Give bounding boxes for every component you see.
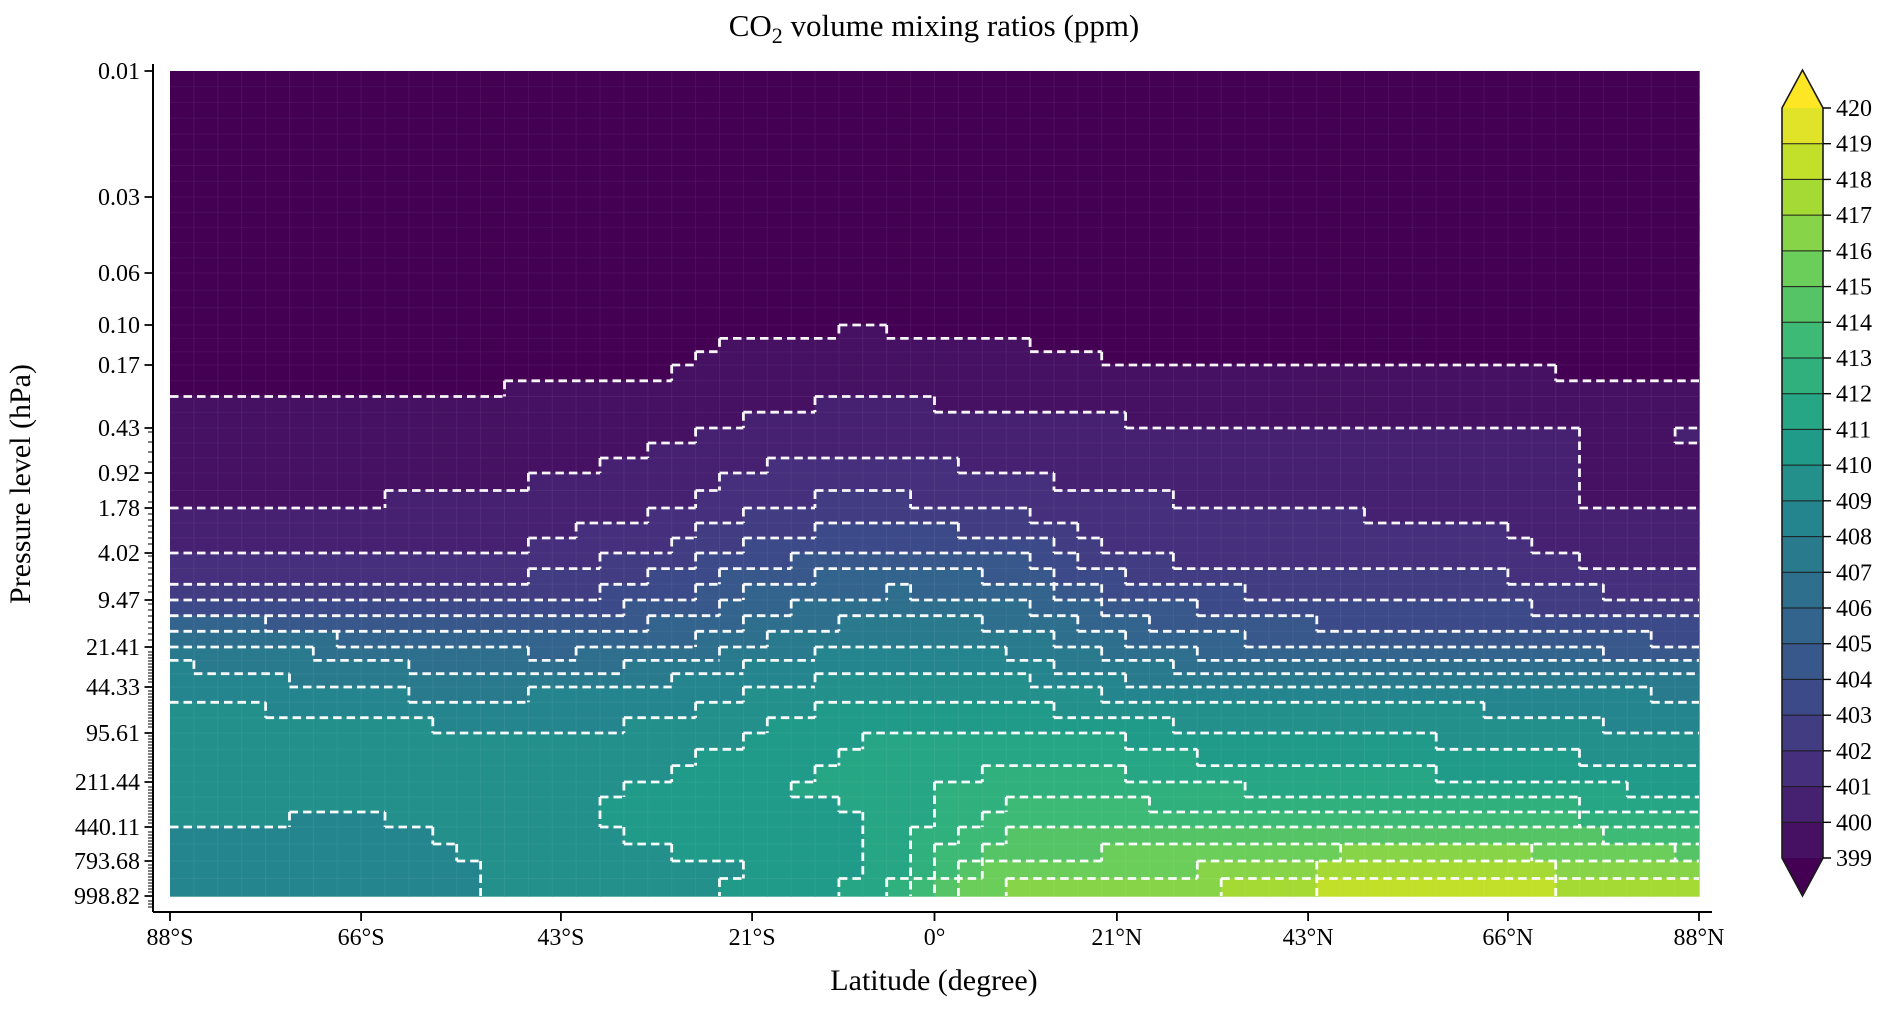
- colorbar-tick-label: 420: [1836, 96, 1872, 122]
- axis-spines: [152, 64, 1712, 913]
- colorbar-tick-label: 406: [1836, 596, 1872, 622]
- y-tick-label: 1.78: [98, 496, 140, 522]
- y-tick-label: 211.44: [75, 770, 140, 796]
- y-tick-label: 0.01: [98, 59, 140, 85]
- y-tick-label: 0.10: [98, 313, 140, 339]
- colorbar-tick-label: 413: [1836, 346, 1872, 372]
- colorbar-tick-label: 411: [1836, 417, 1871, 443]
- y-tick-label: 440.11: [75, 815, 140, 841]
- y-tick-label: 0.06: [98, 261, 140, 287]
- x-tick-label: 0°: [924, 925, 946, 951]
- colorbar-tick-label: 399: [1836, 846, 1872, 872]
- x-tick-label: 21°S: [729, 925, 776, 951]
- x-axis-label: Latitude (degree): [830, 964, 1037, 997]
- colorbar-tick-label: 419: [1836, 132, 1872, 158]
- colorbar-tick-label: 415: [1836, 275, 1872, 301]
- y-tick-label: 998.82: [74, 884, 140, 910]
- colorbar-tick-label: 416: [1836, 239, 1872, 265]
- chart-title-suffix: volume mixing ratios (ppm): [783, 8, 1139, 43]
- colorbar-tick-label: 410: [1836, 453, 1872, 479]
- colorbar-tick-label: 405: [1836, 632, 1872, 658]
- colorbar-tick-label: 418: [1836, 167, 1872, 193]
- y-tick-label: 95.61: [86, 721, 140, 747]
- chart-title: CO2 volume mixing ratios (ppm): [729, 8, 1140, 48]
- colorbar-tick-label: 403: [1836, 703, 1872, 729]
- x-ticks: [169, 912, 1700, 921]
- y-tick-label: 4.02: [98, 541, 140, 567]
- y-tick-label: 0.03: [98, 185, 140, 211]
- colorbar-tick-label: 408: [1836, 525, 1872, 551]
- x-tick-label: 21°N: [1091, 925, 1142, 951]
- x-tick-label: 88°S: [147, 925, 194, 951]
- y-minor-ticks: [148, 431, 153, 908]
- chart-title-subscript: 2: [772, 23, 783, 48]
- x-tick-label: 88°N: [1674, 925, 1725, 951]
- x-tick-label: 66°N: [1482, 925, 1533, 951]
- colorbar-tick-label: 401: [1836, 775, 1872, 801]
- colorbar-tick-label: 417: [1836, 203, 1872, 229]
- y-major-ticks: [144, 70, 153, 897]
- x-tick-label: 43°N: [1283, 925, 1334, 951]
- plot-area: [170, 71, 1700, 897]
- x-tick-label: 66°S: [338, 925, 385, 951]
- colorbar-tick-label: 402: [1836, 739, 1872, 765]
- chart-title-prefix: CO: [729, 8, 772, 43]
- colorbar-tick-label: 404: [1836, 667, 1872, 693]
- y-tick-label: 0.92: [98, 461, 140, 487]
- colorbar-tick-label: 407: [1836, 560, 1872, 586]
- x-tick-label: 43°S: [537, 925, 584, 951]
- colorbar-ticks: [1823, 107, 1831, 859]
- y-axis-label: Pressure level (hPa): [4, 364, 37, 604]
- colorbar-band-dividers: [1782, 143, 1823, 823]
- y-tick-label: 9.47: [98, 588, 140, 614]
- colorbar-tick-label: 414: [1836, 310, 1872, 336]
- axes: 0.01 0.03 0.06 0.10 0.17 0.43 0.92 1.78 4.02 9.47…: [74, 59, 1724, 951]
- contour-fill: [170, 71, 1700, 897]
- contour-lines: [170, 323, 1699, 896]
- colorbar: 399 400 401 402 403 404 405 406 407 408 409 410 411 4…: [1781, 68, 1872, 898]
- y-tick-label: 44.33: [86, 675, 140, 701]
- colorbar-tick-label: 400: [1836, 810, 1872, 836]
- y-tick-label: 21.41: [86, 635, 140, 661]
- colorbar-tick-label: 412: [1836, 382, 1872, 408]
- colorbar-tick-label: 409: [1836, 489, 1872, 515]
- y-tick-label: 0.43: [98, 416, 140, 442]
- y-tick-label: 793.68: [74, 849, 140, 875]
- y-tick-label: 0.17: [98, 353, 140, 379]
